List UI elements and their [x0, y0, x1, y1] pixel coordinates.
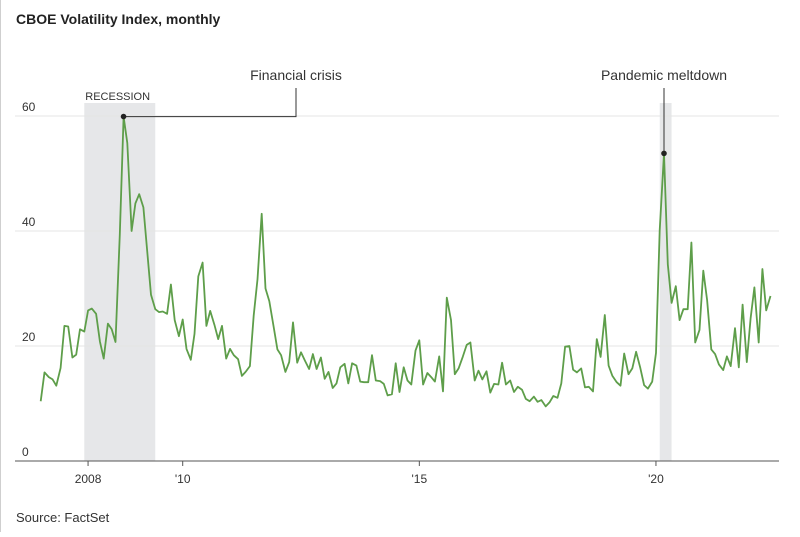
- y-tick-label: 40: [22, 215, 36, 229]
- annotation-label: Financial crisis: [250, 67, 342, 83]
- annotation-label: Pandemic meltdown: [601, 67, 727, 83]
- chart-title: CBOE Volatility Index, monthly: [16, 11, 221, 27]
- annotation-point: [661, 150, 667, 157]
- source-note: Source: FactSet: [16, 510, 110, 525]
- y-tick-label: 20: [22, 330, 36, 344]
- y-tick-label: 0: [22, 445, 29, 459]
- x-tick-label: '20: [648, 472, 664, 486]
- x-tick-label: 2008: [75, 472, 102, 486]
- annotation-point: [120, 113, 127, 120]
- shaded-period: [659, 103, 672, 461]
- x-tick-label: '15: [412, 472, 428, 486]
- shaded-period: [84, 103, 156, 461]
- x-tick-label: '10: [175, 472, 191, 486]
- data-line: [39, 115, 772, 408]
- shaded-period-label: RECESSION: [85, 91, 150, 103]
- annotation-leader: [123, 88, 297, 118]
- y-tick-label: 60: [22, 100, 36, 114]
